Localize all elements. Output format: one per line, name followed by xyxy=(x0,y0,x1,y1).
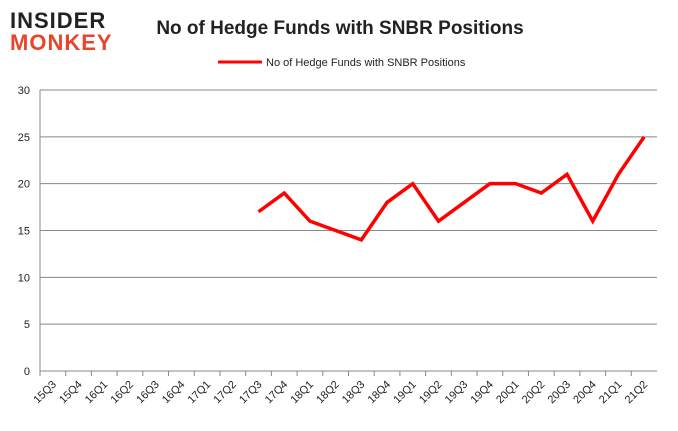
legend-label: No of Hedge Funds with SNBR Positions xyxy=(266,57,466,69)
y-tick-label: 20 xyxy=(18,179,30,191)
y-tick-label: 10 xyxy=(18,272,30,284)
x-tick-label: 16Q1 xyxy=(83,379,111,407)
x-tick-label: 16Q2 xyxy=(109,379,137,407)
y-tick-label: 0 xyxy=(24,366,30,378)
x-tick-label: 20Q1 xyxy=(494,379,522,407)
x-tick-label: 20Q4 xyxy=(571,379,599,407)
x-tick-label: 18Q1 xyxy=(289,379,317,407)
x-tick-label: 15Q4 xyxy=(57,379,85,407)
x-tick-label: 19Q1 xyxy=(391,379,419,407)
x-tick-label: 20Q2 xyxy=(520,379,548,407)
y-tick-label: 15 xyxy=(18,226,30,238)
x-tick-label: 16Q4 xyxy=(160,379,188,407)
x-tick-label: 21Q2 xyxy=(623,379,651,407)
x-tick-label: 17Q2 xyxy=(211,379,239,407)
x-tick-label: 17Q1 xyxy=(186,379,214,407)
x-tick-label: 19Q3 xyxy=(443,379,471,407)
chart-title: No of Hedge Funds with SNBR Positions xyxy=(156,18,523,39)
y-tick-label: 30 xyxy=(18,85,30,97)
x-tick-label: 18Q3 xyxy=(340,379,368,407)
logo-insider: INSIDER xyxy=(10,8,107,33)
x-tick-label: 17Q3 xyxy=(237,379,265,407)
x-tick-label: 18Q4 xyxy=(366,379,394,407)
x-tick-label: 15Q3 xyxy=(31,379,59,407)
x-tick-label: 19Q4 xyxy=(468,379,496,407)
logo-monkey: MONKEY xyxy=(10,30,113,55)
x-tick-label: 19Q2 xyxy=(417,379,445,407)
series-line xyxy=(257,135,646,242)
x-tick-label: 16Q3 xyxy=(134,379,162,407)
x-tick-label: 17Q4 xyxy=(263,379,291,407)
x-tick-label: 21Q1 xyxy=(597,379,625,407)
y-tick-label: 5 xyxy=(24,319,30,331)
y-tick-label: 25 xyxy=(18,132,30,144)
x-tick-label: 20Q3 xyxy=(546,379,574,407)
x-tick-label: 18Q2 xyxy=(314,379,342,407)
